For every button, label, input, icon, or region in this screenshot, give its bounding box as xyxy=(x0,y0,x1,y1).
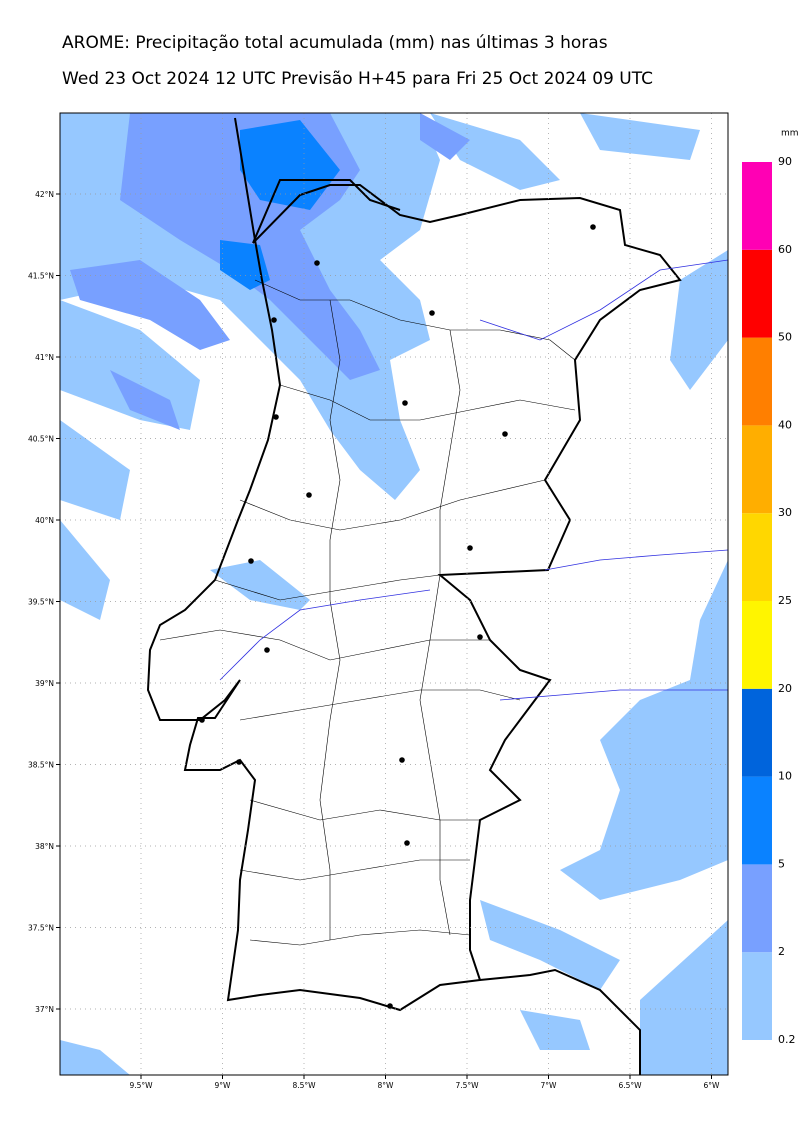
lat-tick-label: 37°N xyxy=(35,1005,54,1014)
lat-tick-label: 40°N xyxy=(35,516,54,525)
colorbar-label: 25 xyxy=(778,594,792,607)
coastline xyxy=(146,117,641,1075)
lon-tick-label: 6.5°W xyxy=(618,1081,642,1090)
map-ticks: 9.5°W 9°W 8.5°W 8°W 7.5°W 7°W 6.5°W 6°W 42°N 41.5… xyxy=(28,190,720,1090)
lon-tick-label: 6°W xyxy=(704,1081,721,1090)
colorbar-segment xyxy=(742,688,772,777)
cities xyxy=(199,224,596,1009)
lon-tick-label: 7.5°W xyxy=(455,1081,479,1090)
colorbar-segment xyxy=(742,952,772,1040)
colorbar-label: 20 xyxy=(778,682,792,695)
lon-tick-label: 8°W xyxy=(378,1081,395,1090)
lat-tick-label: 42°N xyxy=(35,190,54,199)
colorbar-segment xyxy=(742,249,772,338)
graticule xyxy=(60,113,728,1075)
colorbar-segment xyxy=(742,776,772,865)
lat-tick-label: 39°N xyxy=(35,679,54,688)
precip-areas xyxy=(60,113,728,1075)
lat-tick-label: 40.5°N xyxy=(28,435,54,444)
lat-tick-label: 39.5°N xyxy=(28,598,54,607)
district-borders xyxy=(159,279,576,946)
colorbar-segment xyxy=(742,425,772,514)
map xyxy=(60,113,728,1075)
colorbar-label: 10 xyxy=(778,770,792,783)
map-frame xyxy=(59,112,729,1076)
colorbar-label: 2 xyxy=(778,945,785,958)
lat-tick-label: 37.5°N xyxy=(28,924,54,933)
colorbar-segment xyxy=(742,162,772,250)
lon-tick-label: 9.5°W xyxy=(129,1081,153,1090)
subtitle: Wed 23 Oct 2024 12 UTC Previsão H+45 par… xyxy=(62,69,653,89)
colorbar-label: 60 xyxy=(778,243,792,256)
colorbar-label: 30 xyxy=(778,506,792,519)
lat-tick-label: 41°N xyxy=(35,353,54,362)
colorbar-label: 0.2 xyxy=(778,1033,796,1046)
lon-tick-label: 8.5°W xyxy=(292,1081,316,1090)
lat-tick-label: 38°N xyxy=(35,842,54,851)
colorbar-segment xyxy=(742,864,772,953)
colorbar-unit: mm xyxy=(781,129,799,139)
country-border xyxy=(252,184,682,981)
colorbar-segment xyxy=(742,513,772,601)
title: AROME: Precipitação total acumulada (mm)… xyxy=(62,33,608,53)
colorbar-label: 50 xyxy=(778,331,792,344)
colorbar-label: 40 xyxy=(778,418,792,431)
lat-tick-label: 38.5°N xyxy=(28,761,54,770)
lon-tick-label: 9°W xyxy=(215,1081,232,1090)
spain-coastline xyxy=(252,179,401,244)
lat-tick-label: 41.5°N xyxy=(28,272,54,281)
colorbar-segment xyxy=(742,337,772,426)
colorbar-label: 5 xyxy=(778,857,785,870)
colorbar-label: 90 xyxy=(778,155,792,168)
rivers xyxy=(219,259,728,701)
colorbar-segment xyxy=(742,601,772,689)
lon-tick-label: 7°W xyxy=(541,1081,558,1090)
